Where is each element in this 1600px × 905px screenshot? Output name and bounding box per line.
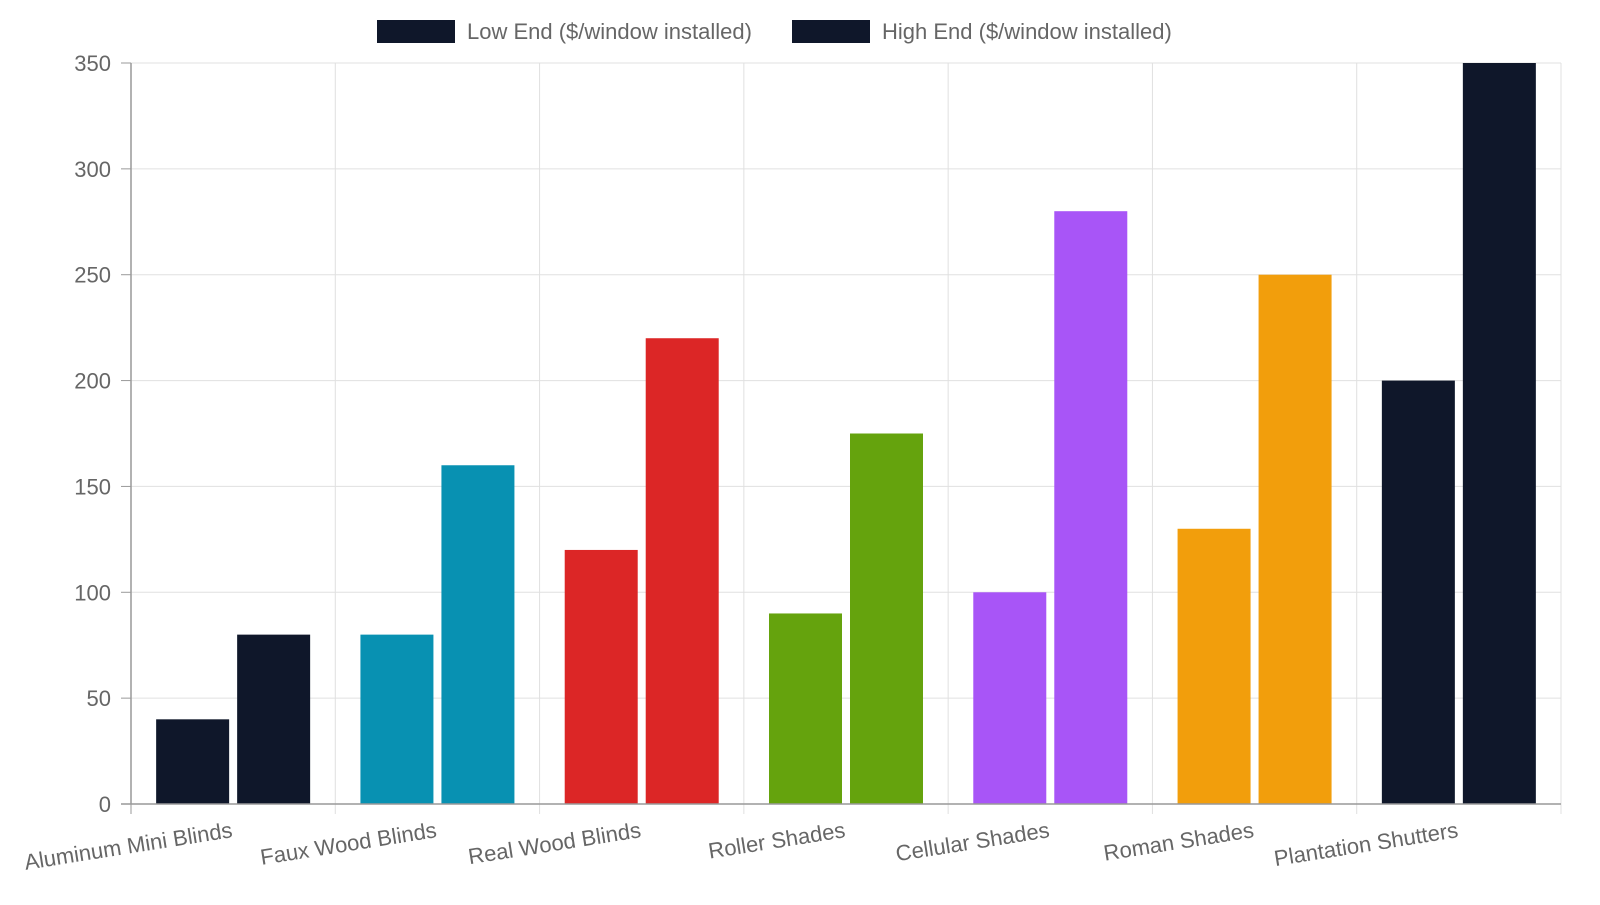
x-category-label: Real Wood Blinds	[466, 817, 642, 869]
legend-swatch	[377, 20, 455, 43]
axes	[121, 63, 1561, 814]
x-category-label: Roman Shades	[1102, 817, 1256, 865]
x-category-label: Cellular Shades	[894, 817, 1051, 866]
bar-high-end	[237, 634, 311, 804]
bar-low-end	[564, 549, 638, 804]
x-category-label: Faux Wood Blinds	[258, 817, 438, 870]
x-category-label: Aluminum Mini Blinds	[22, 817, 234, 875]
bar-low-end	[1381, 380, 1455, 804]
y-tick-label: 250	[74, 263, 111, 288]
x-category-label: Roller Shades	[707, 817, 847, 863]
bar-high-end	[850, 433, 923, 804]
y-tick-label: 50	[87, 686, 111, 711]
y-tick-label: 350	[74, 51, 111, 76]
legend-label: High End ($/window installed)	[882, 19, 1172, 44]
bar-low-end	[360, 634, 434, 804]
y-axis-tick-labels: 0 50 100 150 200 250 300 350	[74, 51, 111, 817]
bar-high-end	[441, 465, 515, 804]
y-tick-label: 200	[74, 369, 111, 394]
bar-high-end	[1054, 211, 1128, 804]
bar-high-end	[645, 338, 719, 804]
bar-low-end	[1177, 528, 1251, 804]
bar-low-end	[973, 592, 1047, 804]
bar-low-end	[769, 613, 842, 804]
bars	[156, 63, 1536, 804]
y-tick-label: 150	[74, 474, 111, 499]
y-tick-label: 0	[99, 792, 111, 817]
legend-swatch	[792, 20, 870, 43]
bar-low-end	[156, 719, 230, 804]
legend: Low End ($/window installed) High End ($/…	[377, 19, 1172, 44]
x-category-label: Plantation Shutters	[1272, 817, 1460, 871]
y-tick-label: 300	[74, 157, 111, 182]
bar-high-end	[1258, 274, 1332, 804]
y-tick-label: 100	[74, 580, 111, 605]
legend-label: Low End ($/window installed)	[467, 19, 752, 44]
x-axis-category-labels: Aluminum Mini Blinds Faux Wood Blinds Real…	[22, 817, 1459, 875]
bar-high-end	[1462, 63, 1536, 804]
